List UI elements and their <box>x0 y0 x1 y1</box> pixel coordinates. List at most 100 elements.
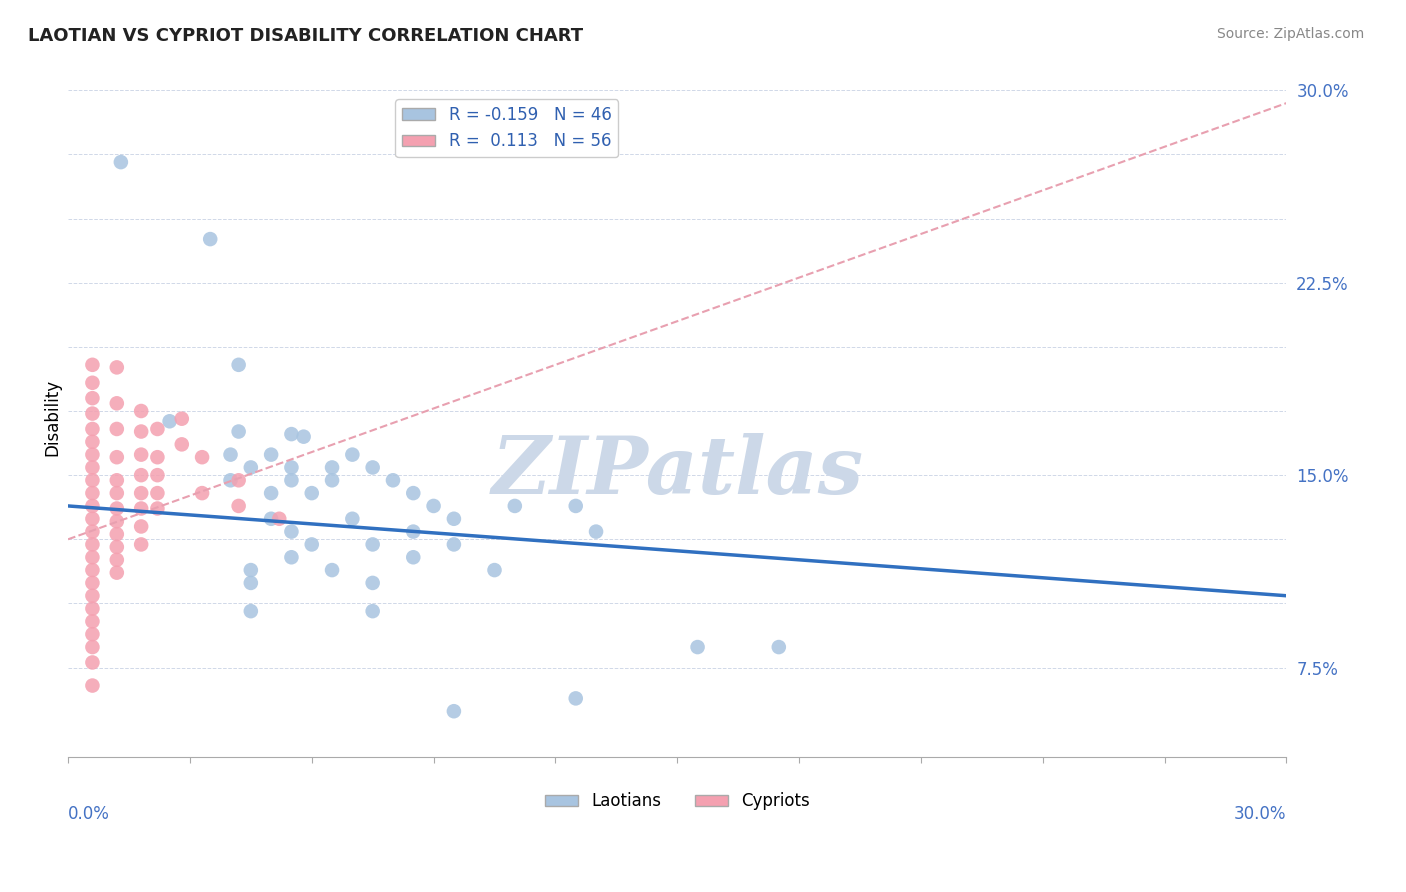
Point <box>228 473 250 487</box>
Point <box>361 537 384 551</box>
Point <box>129 519 152 533</box>
Point <box>129 501 152 516</box>
Point <box>280 460 302 475</box>
Point <box>280 427 302 442</box>
Point <box>686 640 709 654</box>
Point <box>82 376 104 390</box>
Point <box>402 550 425 565</box>
Text: 0.0%: 0.0% <box>67 805 110 823</box>
Point <box>82 460 104 475</box>
Point <box>146 450 169 465</box>
Point <box>422 499 444 513</box>
Point <box>159 414 181 428</box>
Point <box>361 460 384 475</box>
Point <box>228 358 250 372</box>
Point <box>768 640 790 654</box>
Point <box>82 640 104 654</box>
Point <box>191 450 214 465</box>
Point <box>82 524 104 539</box>
Point <box>105 501 128 516</box>
Point <box>146 486 169 500</box>
Text: ZIPatlas: ZIPatlas <box>491 434 863 510</box>
Point <box>191 486 214 500</box>
Point <box>129 425 152 439</box>
Point <box>82 550 104 565</box>
Point <box>361 604 384 618</box>
Point <box>292 430 315 444</box>
Point <box>239 460 262 475</box>
Point <box>82 601 104 615</box>
Point <box>443 537 465 551</box>
Point <box>129 486 152 500</box>
Point <box>228 425 250 439</box>
Point <box>82 407 104 421</box>
Point <box>239 604 262 618</box>
Point <box>585 524 607 539</box>
Point <box>170 437 193 451</box>
Point <box>228 499 250 513</box>
Point <box>564 691 586 706</box>
Point <box>443 704 465 718</box>
Point <box>129 404 152 418</box>
Point <box>484 563 506 577</box>
Point <box>82 615 104 629</box>
Point <box>82 679 104 693</box>
Point <box>105 422 128 436</box>
Point <box>105 396 128 410</box>
Point <box>105 514 128 528</box>
Point <box>82 499 104 513</box>
Text: 30.0%: 30.0% <box>1234 805 1286 823</box>
Point <box>260 448 283 462</box>
Point <box>402 524 425 539</box>
Point <box>82 627 104 641</box>
Legend: Laotians, Cypriots: Laotians, Cypriots <box>538 786 817 817</box>
Point <box>260 512 283 526</box>
Point <box>342 512 364 526</box>
Point <box>321 563 343 577</box>
Point <box>219 448 242 462</box>
Point <box>82 589 104 603</box>
Point <box>82 448 104 462</box>
Point <box>105 486 128 500</box>
Point <box>105 566 128 580</box>
Point <box>82 391 104 405</box>
Point <box>301 537 323 551</box>
Point <box>82 434 104 449</box>
Point <box>146 468 169 483</box>
Point <box>82 537 104 551</box>
Point <box>105 473 128 487</box>
Point <box>146 501 169 516</box>
Point <box>503 499 526 513</box>
Point <box>321 473 343 487</box>
Y-axis label: Disability: Disability <box>44 379 60 456</box>
Point <box>321 460 343 475</box>
Point <box>129 468 152 483</box>
Point <box>82 486 104 500</box>
Point <box>110 155 132 169</box>
Point <box>269 512 291 526</box>
Text: LAOTIAN VS CYPRIOT DISABILITY CORRELATION CHART: LAOTIAN VS CYPRIOT DISABILITY CORRELATIO… <box>28 27 583 45</box>
Point <box>564 499 586 513</box>
Point <box>105 540 128 554</box>
Point <box>402 486 425 500</box>
Point <box>301 486 323 500</box>
Point <box>129 448 152 462</box>
Point <box>105 450 128 465</box>
Point <box>342 448 364 462</box>
Point <box>239 563 262 577</box>
Point <box>82 512 104 526</box>
Point <box>219 473 242 487</box>
Point <box>200 232 222 246</box>
Point <box>105 553 128 567</box>
Point <box>381 473 404 487</box>
Point <box>105 360 128 375</box>
Point <box>129 537 152 551</box>
Point <box>82 563 104 577</box>
Point <box>361 575 384 590</box>
Point <box>82 656 104 670</box>
Point <box>82 422 104 436</box>
Point <box>239 575 262 590</box>
Point <box>280 524 302 539</box>
Point <box>170 411 193 425</box>
Point <box>82 358 104 372</box>
